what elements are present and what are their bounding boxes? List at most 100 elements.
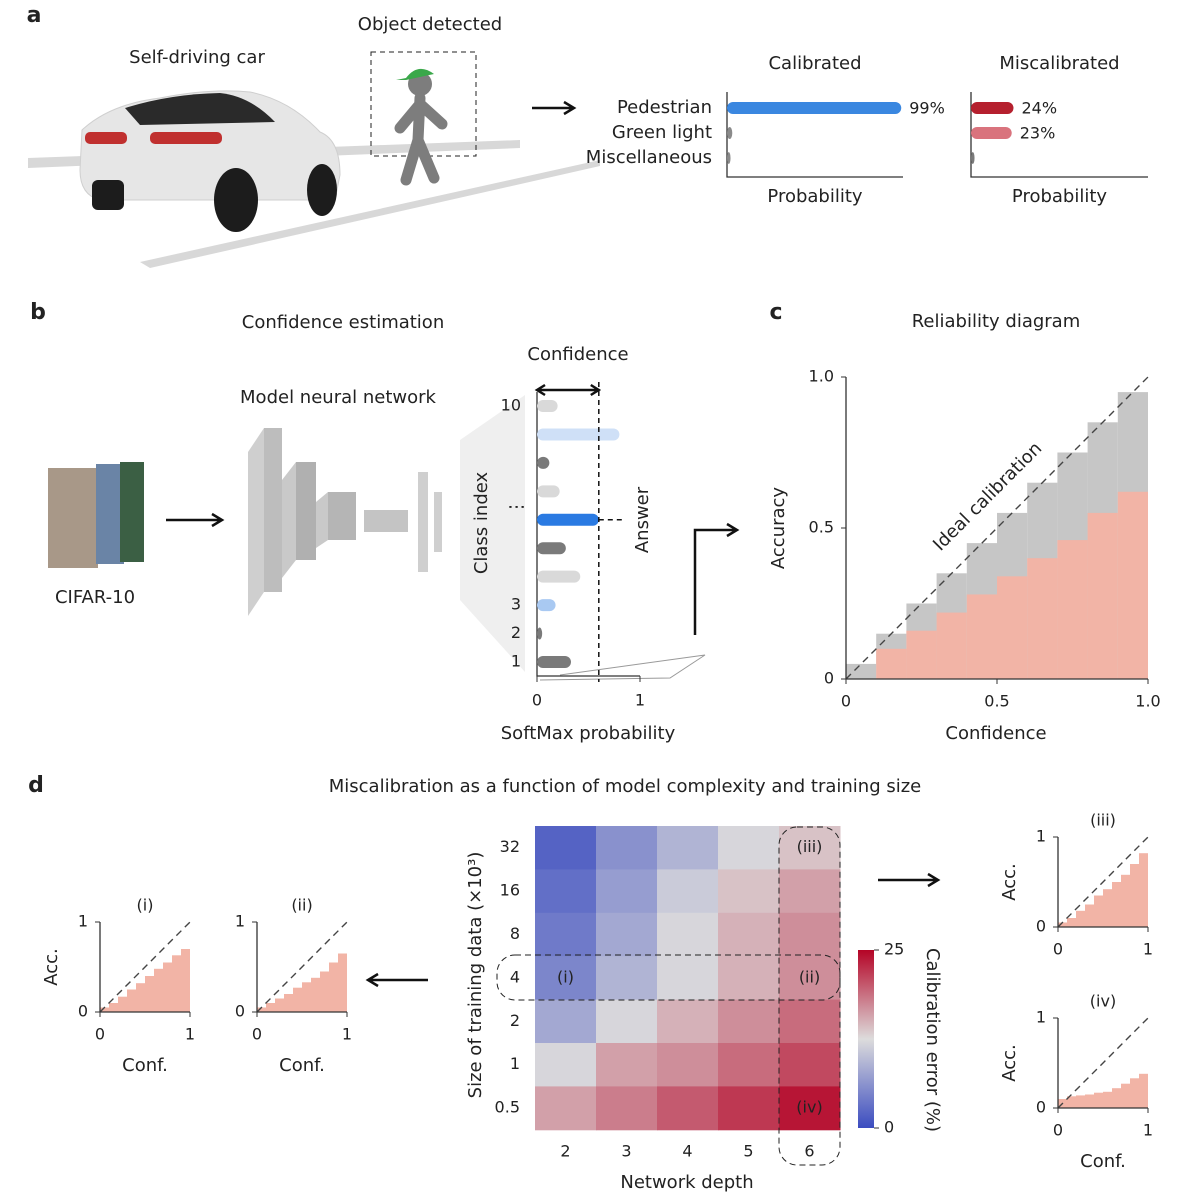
- bin-bar: [1076, 1095, 1085, 1108]
- annotation: (i): [557, 967, 574, 986]
- bin-bar: [257, 1007, 266, 1012]
- projection: [460, 395, 525, 672]
- inset-title: (ii): [291, 896, 312, 915]
- x-tick-label: 4: [682, 1142, 692, 1161]
- x-axis-label: Network depth: [620, 1172, 753, 1193]
- heat-cell: [779, 1043, 841, 1087]
- bin-bar: [1094, 1092, 1103, 1108]
- heat-cell: [657, 999, 719, 1044]
- bin-bar: [1076, 910, 1085, 927]
- bin-bar: [1085, 1094, 1094, 1108]
- y-tick-label: 0.5: [809, 518, 834, 537]
- bin-bar: [329, 962, 338, 1012]
- heat-cell: [718, 1086, 780, 1131]
- y-tick-label: 0: [1036, 917, 1046, 936]
- pedestrian: [370, 51, 577, 186]
- x-axis-label: SoftMax probability: [501, 723, 676, 744]
- bar: [537, 400, 558, 413]
- layer: [296, 462, 316, 560]
- colorbar-tick-label: 0: [884, 1118, 894, 1137]
- bin-bar: [154, 968, 163, 1012]
- heat-cell: [779, 826, 841, 870]
- confidence-arrow: [534, 383, 602, 397]
- y-tick-label: 4: [510, 967, 520, 986]
- layer: [434, 492, 442, 552]
- arrow: [693, 522, 740, 635]
- bin-bar: [163, 962, 172, 1012]
- bin-bar: [1139, 1073, 1148, 1108]
- heat-cell: [779, 912, 841, 957]
- heat-cell: [596, 869, 658, 914]
- inset-title: (iii): [1090, 811, 1116, 830]
- heatmap-frames: [365, 826, 941, 1166]
- value-label: 23%: [1020, 124, 1056, 143]
- row-frame: [496, 954, 841, 1001]
- wheel: [92, 180, 124, 210]
- car-scene: [28, 90, 600, 268]
- bar: [727, 102, 902, 114]
- heat-cell: [779, 956, 841, 1001]
- bin-bar: [1067, 918, 1076, 927]
- y-tick-label: 2: [510, 1011, 520, 1030]
- annotation: Answer: [632, 486, 653, 553]
- y-axis-label: Acc.: [999, 1044, 1020, 1082]
- x-axis-label: Confidence: [945, 723, 1046, 744]
- y-tick-label: 8: [510, 924, 520, 943]
- bin-bar: [1094, 895, 1103, 927]
- x-tick-label: 0: [841, 692, 851, 711]
- x-tick-label: 0: [252, 1025, 262, 1044]
- x-tick-label: 1: [1143, 1121, 1153, 1140]
- heat-cell: [596, 1086, 658, 1131]
- ideal-line: [99, 921, 191, 1013]
- bin-bar: [1057, 540, 1088, 679]
- x-tick-label: 0: [95, 1025, 105, 1044]
- x-axis-label: Conf.: [279, 1055, 325, 1076]
- bar: [537, 456, 550, 469]
- heat-cell: [779, 869, 841, 914]
- y-tick-label: 16: [500, 881, 520, 900]
- y-axis-label: Accuracy: [768, 487, 789, 570]
- inset-title: (iv): [1090, 992, 1116, 1011]
- bin-bar: [936, 612, 967, 679]
- heat-cell: [596, 826, 658, 870]
- layer: [282, 462, 296, 578]
- heat-cell: [657, 956, 719, 1001]
- object-label: Object detected: [358, 14, 502, 35]
- panel-label: d: [28, 773, 44, 798]
- heat-cell: [718, 869, 780, 914]
- bar: [537, 485, 560, 498]
- heat-cell: [596, 956, 658, 1001]
- y-tick-label: 1: [78, 912, 88, 931]
- bin-bar: [1130, 864, 1139, 927]
- heat-cell: [596, 1043, 658, 1087]
- x-axis-label: Probability: [1012, 186, 1107, 207]
- layer: [316, 492, 328, 548]
- annotation: (iii): [797, 837, 823, 856]
- bin-bar: [181, 949, 190, 1012]
- inset-title: (i): [137, 896, 154, 915]
- network-diagram: [48, 395, 740, 681]
- chart-title: Reliability diagram: [912, 311, 1081, 332]
- heat-cell: [657, 869, 719, 914]
- y-tick-label: 1: [235, 912, 245, 931]
- x-tick-label: 1: [635, 691, 645, 710]
- axis: [726, 92, 903, 178]
- bar: [971, 127, 1012, 139]
- heat-cell: [535, 912, 597, 957]
- heat-cell: [657, 826, 719, 870]
- tail-light: [150, 132, 222, 144]
- bin-bar: [311, 977, 320, 1012]
- bin-bar: [136, 983, 145, 1012]
- bin-bar: [1087, 512, 1118, 679]
- y-tick-label: 2: [511, 623, 521, 642]
- column-frame: [778, 826, 841, 1166]
- x-axis-label: Probability: [767, 186, 862, 207]
- axis: [970, 92, 1148, 178]
- body: [394, 92, 448, 186]
- arrow: [166, 512, 225, 528]
- heat-cell: [535, 869, 597, 914]
- colorbar-tick-label: 25: [884, 940, 904, 959]
- x-tick-label: 3: [621, 1142, 631, 1161]
- heat-cell: [535, 1043, 597, 1087]
